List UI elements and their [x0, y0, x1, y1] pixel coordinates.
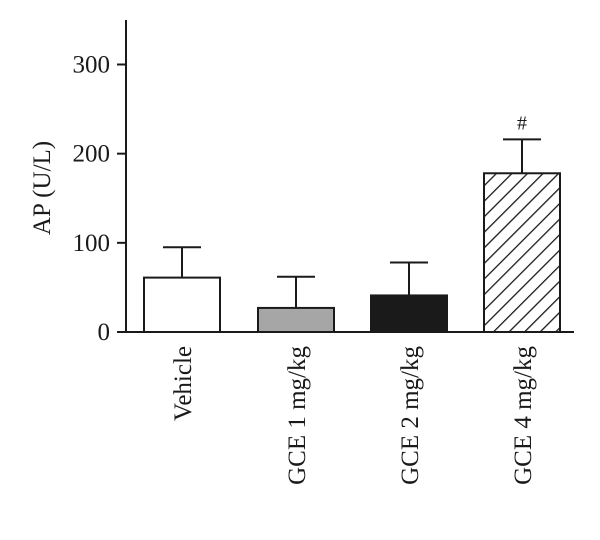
- x-tick-label: Vehicle: [170, 346, 197, 421]
- y-tick-label: 100: [73, 230, 111, 257]
- labels: AP (U/L) Vehicle GCE 1 mg/kg GCE 2 mg/kg # G…: [29, 112, 537, 485]
- bar-4: [483, 172, 561, 333]
- bars: [143, 138, 561, 334]
- x-tick-label: GCE 1 mg/kg: [284, 346, 311, 485]
- y-tick-label: 0: [98, 319, 111, 346]
- y-tick-label: 300: [73, 51, 111, 78]
- bar-1: [143, 276, 221, 333]
- x-tick-label: GCE 4 mg/kg: [510, 346, 537, 485]
- y-axis-title: AP (U/L): [29, 141, 56, 235]
- significance-marker: #: [517, 112, 527, 134]
- y-tick-label: 200: [73, 141, 111, 168]
- x-tick-label: GCE 2 mg/kg: [397, 346, 424, 485]
- bar-3: [370, 294, 448, 334]
- bar-2: [257, 306, 335, 334]
